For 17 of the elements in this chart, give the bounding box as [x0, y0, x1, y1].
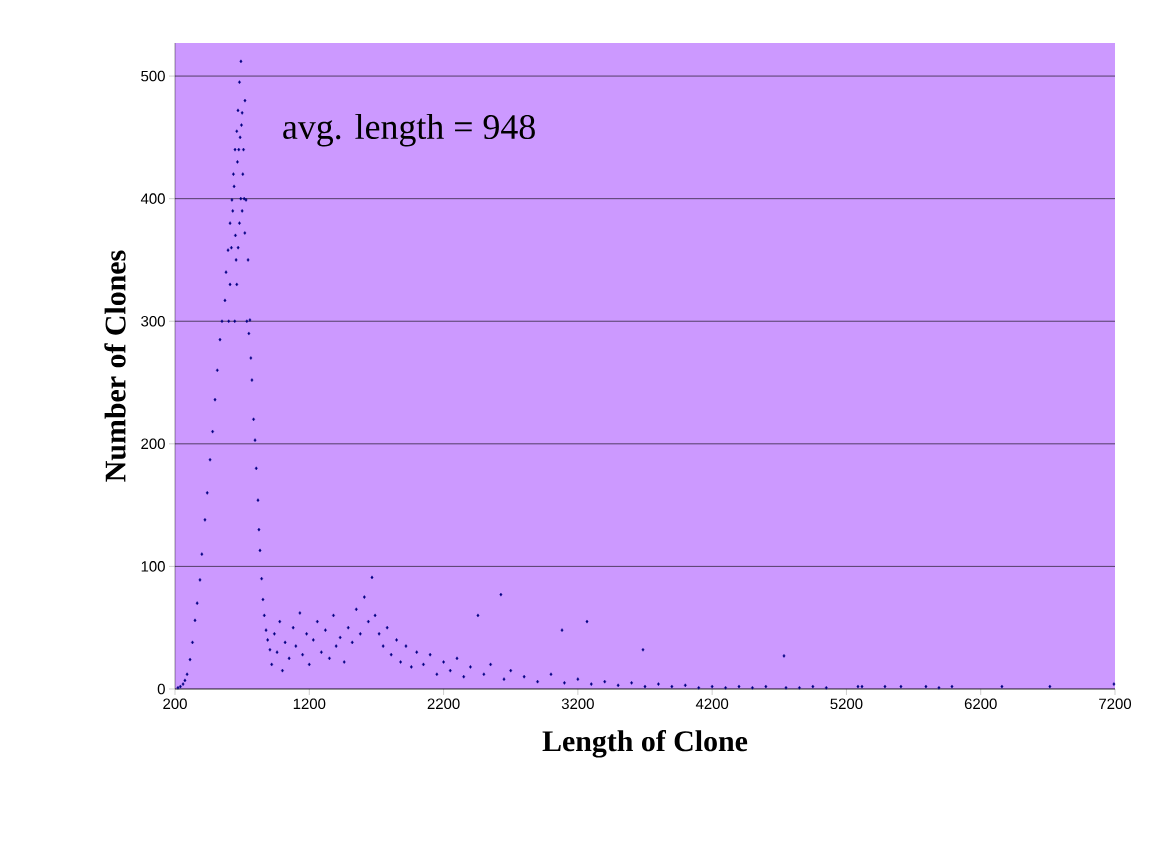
- y-tick-label: 400: [140, 193, 165, 204]
- x-tick-label: 7200: [1099, 698, 1132, 710]
- y-tick-label: 300: [141, 315, 165, 327]
- x-tick-label: 6200: [964, 698, 997, 710]
- x-tick-label: 5200: [830, 698, 863, 710]
- y-axis-title: Number of Clones: [104, 250, 126, 482]
- y-tick-label: 0: [157, 683, 165, 695]
- y-tick-label: 200: [141, 438, 165, 450]
- x-tick-label: 4200: [695, 698, 729, 710]
- x-tick-label: 200: [163, 698, 187, 710]
- x-tick-label: 2200: [427, 698, 460, 710]
- x-tick-label: 3200: [561, 698, 594, 710]
- x-tick-label: 1200: [293, 698, 326, 710]
- y-tick-label: 500: [141, 70, 165, 82]
- annotation: avg. length = 948: [283, 113, 535, 147]
- x-axis-title: Length of Clone: [542, 729, 748, 758]
- y-tick-label: 100: [141, 561, 165, 572]
